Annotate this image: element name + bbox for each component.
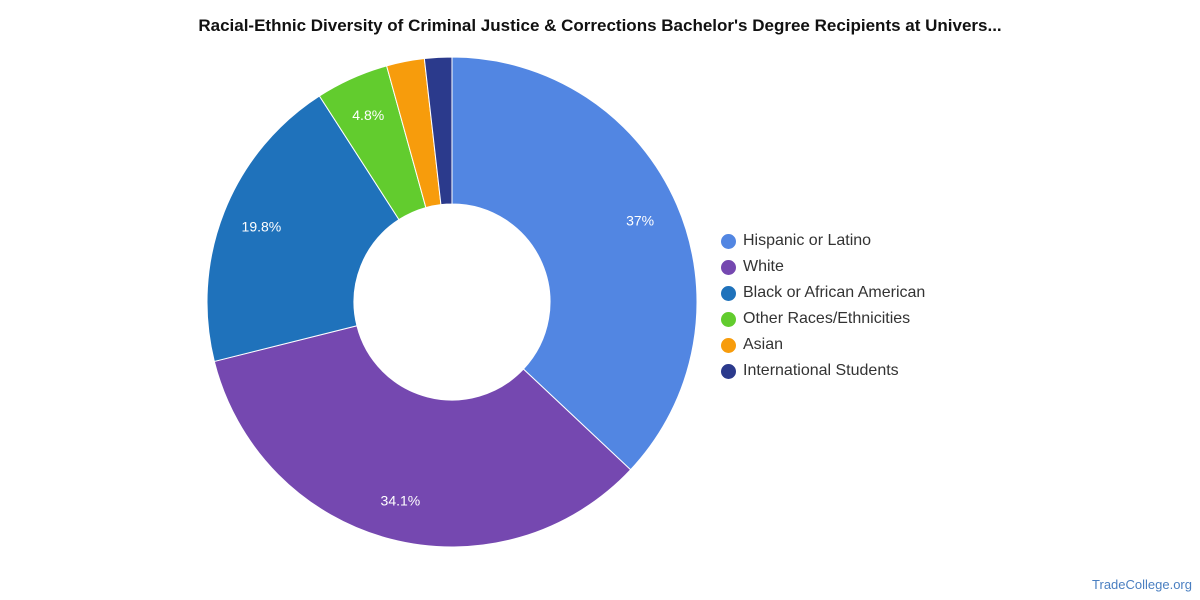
legend-item[interactable]: Black or African American [721,280,925,306]
legend-label: White [743,258,784,275]
legend-label: Asian [743,336,784,353]
legend-swatch [721,233,736,249]
slice-labels-layer: 37% 34.1% 19.8% 4.8% [242,107,655,509]
legend-item[interactable]: Asian [721,332,925,358]
slices-layer [206,56,698,548]
slice-hispanic-or-latino[interactable] [451,56,698,471]
source-credit[interactable]: TradeCollege.org [1092,577,1192,592]
chart-title: Racial-Ethnic Diversity of Criminal Just… [198,16,1002,35]
slice-value-label: 34.1% [381,492,421,508]
slice-white[interactable] [213,325,632,548]
slice-value-label: 37% [626,213,654,229]
legend-swatch [721,311,736,327]
legend-item[interactable]: Hispanic or Latino [721,228,925,254]
legend-label: Black or African American [743,284,926,301]
legend-item[interactable]: White [721,254,925,280]
legend-swatch [721,337,736,353]
legend-swatch [721,285,736,301]
legend: Hispanic or Latino White Black or African … [721,228,925,384]
slice-black-or-african-american[interactable] [206,95,400,363]
legend-label: Hispanic or Latino [743,232,872,249]
slice-value-label: 19.8% [242,219,282,235]
legend-item[interactable]: Other Races/Ethnicities [721,306,925,332]
legend-label: International Students [743,362,899,379]
legend-item[interactable]: International Students [721,358,925,384]
slice-international-students[interactable] [423,56,453,206]
slice-value-label: 4.8% [352,107,384,123]
legend-swatch [721,259,736,275]
legend-label: Other Races/Ethnicities [743,310,911,327]
legend-swatch [721,363,736,379]
